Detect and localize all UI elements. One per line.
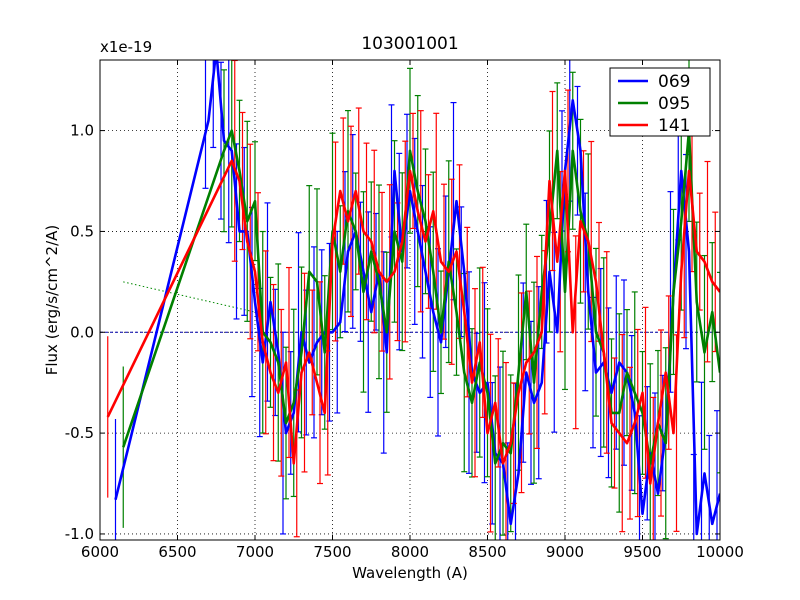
x-tick-label: 6000 <box>81 543 119 561</box>
x-tick-label: 8000 <box>391 543 429 561</box>
chart-title: 103001001 <box>361 34 458 54</box>
x-tick-label: 6500 <box>158 543 196 561</box>
y-tick-label: 0.0 <box>70 323 94 341</box>
x-axis-title: Wavelength (A) <box>352 564 468 582</box>
series-lines <box>106 60 720 536</box>
x-tick-label: 10000 <box>696 543 744 561</box>
legend-label-141: 141 <box>658 116 690 136</box>
x-tick-label: 9500 <box>623 543 661 561</box>
x-tick-label: 8500 <box>468 543 506 561</box>
dotted-fit-line <box>123 281 256 313</box>
y-tick-label: 0.5 <box>70 222 94 240</box>
axis-ticks: 6000 6500 7000 7500 8000 8500 9000 9500 10000 -1.… <box>65 60 744 561</box>
y-axis-title: Flux (erg/s/cm^2/A) <box>43 225 61 376</box>
legend-label-095: 095 <box>658 94 690 114</box>
y-tick-label: -1.0 <box>65 525 94 543</box>
series-line-141 <box>106 159 720 485</box>
x-tick-label: 7500 <box>313 543 351 561</box>
y-tick-label: 1.0 <box>70 122 94 140</box>
series-line-095 <box>122 129 720 465</box>
y-tick-label: -0.5 <box>65 424 94 442</box>
series-line-069 <box>114 60 720 536</box>
x-tick-label: 9000 <box>546 543 584 561</box>
offset-label: x1e-19 <box>100 38 152 56</box>
legend-label-069: 069 <box>658 72 690 92</box>
x-tick-label: 7000 <box>236 543 274 561</box>
